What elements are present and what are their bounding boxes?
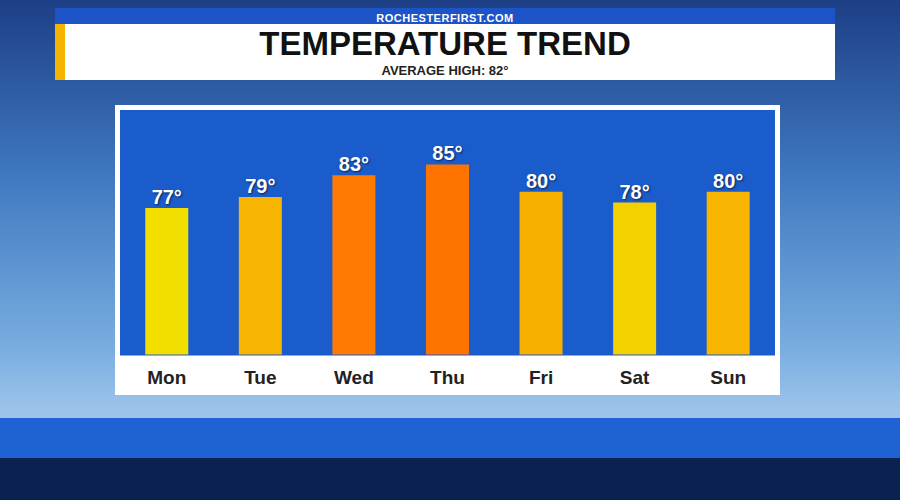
- html-text:AVERAGE HIGH: 82°: AVERAGE HIGH: 82°: [381, 63, 509, 78]
- svg-text:Thu: Thu: [430, 367, 465, 388]
- svg-text:Sat: Sat: [620, 367, 650, 388]
- svg-text:79°: 79°: [245, 175, 275, 197]
- svg-text:80°: 80°: [713, 170, 743, 192]
- svg-text:Fri: Fri: [529, 367, 553, 388]
- svg-text:80°: 80°: [526, 170, 556, 192]
- svg-text:85°: 85°: [432, 142, 462, 164]
- svg-text:78°: 78°: [619, 181, 649, 203]
- html-text:TEMPERATURE TREND: TEMPERATURE TREND: [259, 25, 631, 62]
- svg-text:83°: 83°: [339, 153, 369, 175]
- svg-text:Sun: Sun: [710, 367, 746, 388]
- svg-text:Tue: Tue: [244, 367, 276, 388]
- html-text:ROCHESTERFIRST.COM: ROCHESTERFIRST.COM: [376, 12, 514, 24]
- svg-text:Mon: Mon: [147, 367, 186, 388]
- svg-text:Wed: Wed: [334, 367, 374, 388]
- svg-text:77°: 77°: [152, 186, 182, 208]
